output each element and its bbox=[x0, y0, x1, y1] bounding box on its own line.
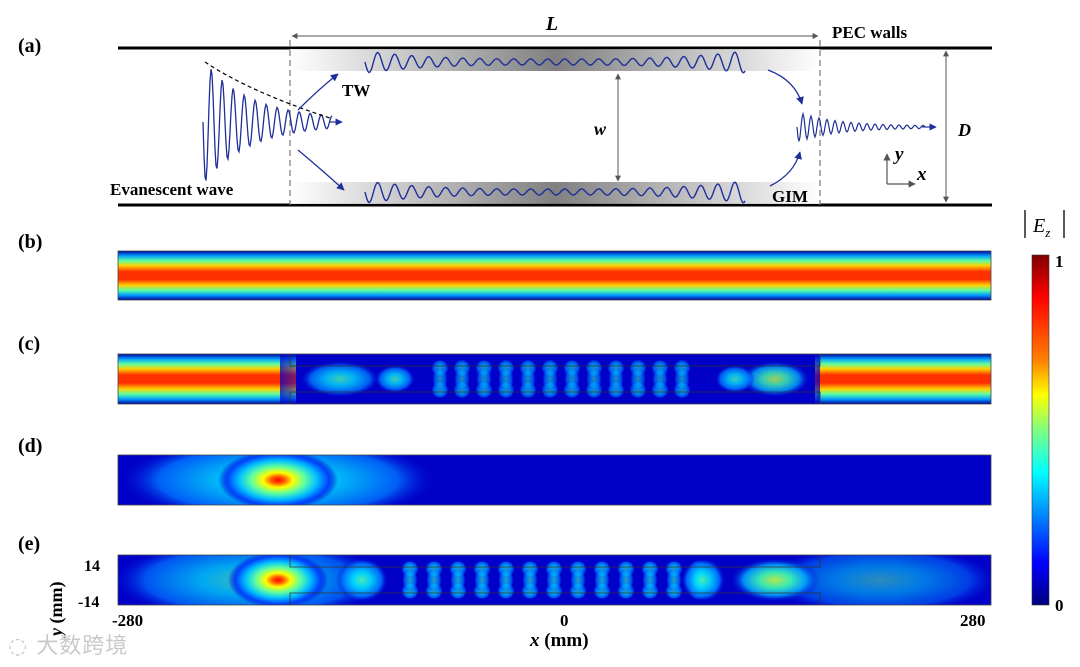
field-map-c bbox=[118, 354, 991, 404]
panel-label-e: (e) bbox=[18, 533, 40, 555]
coordinate-axes: y x bbox=[883, 144, 927, 188]
interference-lobe bbox=[730, 558, 820, 602]
interference-spot-center bbox=[608, 366, 624, 392]
field-map-b-band bbox=[118, 251, 991, 300]
interference-spot-center bbox=[564, 366, 580, 392]
field-map-c-right-band bbox=[815, 354, 991, 404]
interference-spot-center bbox=[630, 366, 646, 392]
field-map-e-interference bbox=[336, 558, 820, 602]
field-map-e-frame bbox=[117, 554, 992, 606]
x-tick-0: 0 bbox=[560, 611, 569, 630]
field-map-c-gim-outline bbox=[289, 354, 821, 404]
interference-lobe bbox=[715, 365, 755, 393]
axis-y-label: y bbox=[893, 144, 904, 165]
interference-lobe bbox=[740, 361, 810, 397]
interference-spot-center bbox=[498, 567, 514, 593]
evanescent-envelope bbox=[204, 61, 331, 119]
gim-label: GIM bbox=[772, 187, 808, 206]
colorbar-gradient bbox=[1031, 254, 1050, 606]
x-axis-unit: (mm) bbox=[540, 630, 589, 651]
interference-spot-center bbox=[520, 366, 536, 392]
surface-wave-bottom bbox=[364, 181, 746, 204]
panel-label-b: (b) bbox=[18, 231, 42, 253]
width-label: w bbox=[594, 119, 607, 139]
interference-spot-center bbox=[586, 366, 602, 392]
interference-spot-center bbox=[652, 366, 668, 392]
interference-lobe bbox=[375, 365, 415, 393]
interference-spot-center bbox=[570, 567, 586, 593]
interference-spot-center bbox=[402, 567, 418, 593]
x-tick-280: 280 bbox=[960, 611, 986, 630]
interference-spot-center bbox=[432, 366, 448, 392]
x-axis-title: x (mm) bbox=[529, 630, 589, 651]
colorbar-min-label: 0 bbox=[1055, 596, 1064, 615]
evanescent-wave-input bbox=[202, 69, 333, 181]
field-map-e-gim-outline bbox=[289, 555, 821, 605]
panel-label-d: (d) bbox=[18, 435, 42, 457]
interference-spot-center bbox=[642, 567, 658, 593]
interference-spot-center bbox=[474, 567, 490, 593]
interference-spot-center bbox=[476, 366, 492, 392]
y-axis-var: y bbox=[46, 627, 66, 638]
tw-label: TW bbox=[342, 81, 370, 100]
y-tick-14: 14 bbox=[84, 558, 100, 575]
interference-spot-center bbox=[522, 567, 538, 593]
axis-x-label: x bbox=[916, 164, 927, 185]
colorbar-title-var: E bbox=[1032, 215, 1045, 237]
x-tick-neg280: -280 bbox=[112, 611, 143, 630]
field-map-e bbox=[118, 555, 991, 605]
interference-spot-center bbox=[542, 366, 558, 392]
field-map-c-frame bbox=[117, 353, 992, 405]
field-map-c-interference bbox=[300, 359, 810, 399]
interference-lobe bbox=[300, 361, 380, 397]
field-map-b bbox=[118, 251, 991, 300]
colorbar: Ez 1 0 bbox=[1024, 210, 1065, 615]
panel-a-schematic: (a) L PEC walls D w bbox=[18, 13, 992, 207]
y-tick-neg14: -14 bbox=[78, 594, 99, 611]
interference-spot-center bbox=[546, 567, 562, 593]
field-map-c-left-band bbox=[118, 354, 296, 404]
panel-label-c: (c) bbox=[18, 333, 40, 355]
watermark-text: 大数跨境 bbox=[36, 634, 129, 659]
colorbar-max-label: 1 bbox=[1055, 252, 1064, 271]
interference-lobe bbox=[681, 558, 725, 602]
interference-spot-center bbox=[426, 567, 442, 593]
colorbar-title: Ez bbox=[1032, 215, 1050, 240]
interference-lobe bbox=[336, 558, 388, 602]
y-axis-title: y (mm) bbox=[46, 582, 67, 638]
interference-spot-center bbox=[498, 366, 514, 392]
y-axis-unit: (mm) bbox=[46, 582, 67, 628]
field-map-e-source-hotspot bbox=[228, 555, 328, 605]
gim-strip-bottom bbox=[290, 182, 820, 204]
svg-text:y (mm): y (mm) bbox=[46, 582, 67, 638]
interference-spot-center bbox=[450, 567, 466, 593]
field-map-d-source-hotspot bbox=[218, 455, 338, 505]
colorbar-title-sub: z bbox=[1044, 225, 1050, 240]
interference-spot-center bbox=[594, 567, 610, 593]
height-label: D bbox=[957, 120, 971, 140]
interference-spot-center bbox=[618, 567, 634, 593]
interference-spot-center bbox=[454, 366, 470, 392]
x-axis-var: x bbox=[529, 630, 540, 651]
length-label: L bbox=[545, 13, 558, 35]
watermark: ◌ 大数跨境 bbox=[8, 628, 128, 660]
field-map-b-frame bbox=[117, 250, 992, 301]
pec-walls-label: PEC walls bbox=[832, 23, 907, 42]
coupling-arrow-in-bottom bbox=[297, 149, 345, 191]
field-map-d-frame bbox=[117, 454, 992, 506]
evanescent-wave-output bbox=[796, 111, 926, 142]
coupling-arrow-out-top bbox=[767, 69, 804, 105]
panel-label-a: (a) bbox=[18, 35, 41, 57]
field-map-d bbox=[118, 455, 991, 505]
coupling-arrow-in-top bbox=[297, 73, 339, 111]
interference-spot-center bbox=[674, 366, 690, 392]
interference-spot-center bbox=[666, 567, 682, 593]
watermark-icon: ◌ bbox=[8, 634, 29, 659]
surface-wave-top bbox=[364, 51, 746, 74]
coupling-arrow-out-bottom bbox=[769, 151, 802, 187]
evanescent-wave-label: Evanescent wave bbox=[110, 180, 234, 199]
